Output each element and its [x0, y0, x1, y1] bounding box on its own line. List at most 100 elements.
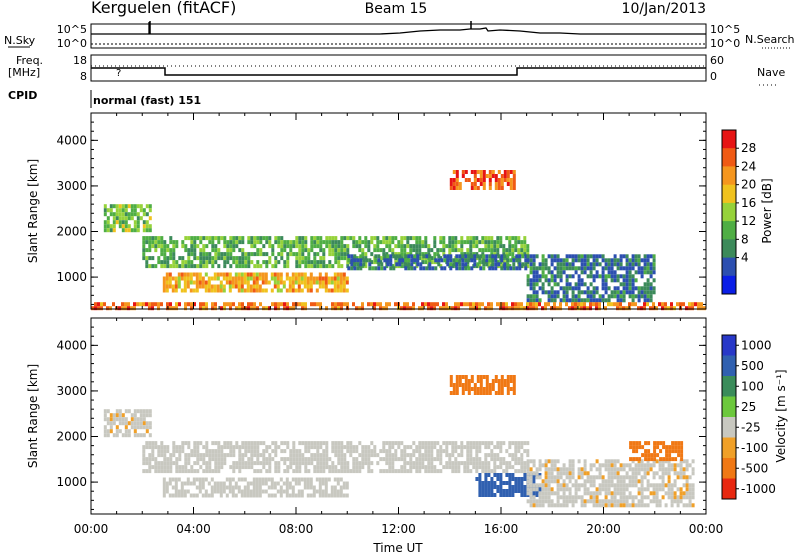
power-cell	[496, 302, 499, 307]
power-cell	[628, 258, 632, 263]
velocity-cell	[506, 379, 510, 383]
velocity-cell	[676, 495, 680, 500]
power-cell	[358, 306, 361, 311]
velocity-cell	[511, 465, 515, 470]
power-cell	[661, 302, 664, 307]
power-cell	[508, 252, 512, 257]
velocity-cell	[211, 453, 215, 458]
power-cell	[304, 264, 308, 269]
velocity-cell	[442, 449, 446, 454]
velocity-cell	[235, 465, 239, 470]
velocity-cell	[166, 445, 170, 450]
velocity-cell	[208, 449, 212, 454]
power-cell	[210, 284, 214, 289]
velocity-cell	[664, 459, 668, 464]
velocity-cell	[337, 449, 341, 454]
velocity-cell	[199, 453, 203, 458]
velocity-cell	[559, 467, 563, 472]
velocity-cell	[682, 483, 686, 488]
velocity-cell	[682, 467, 686, 472]
power-cell	[177, 276, 181, 281]
velocity-cell	[598, 487, 602, 492]
velocity-cell	[319, 445, 323, 450]
power-cell	[373, 306, 376, 311]
velocity-cell	[172, 449, 176, 454]
power-cell	[421, 252, 425, 257]
power-cell	[481, 252, 485, 257]
power-cell	[562, 262, 566, 267]
velocity-cell	[547, 487, 551, 492]
power-cell	[500, 182, 504, 186]
velocity-cell	[541, 495, 545, 500]
nave-tick-top: 60	[710, 54, 724, 67]
power-cell	[550, 290, 554, 295]
velocity-cell	[655, 471, 659, 476]
velocity-cell	[196, 461, 200, 466]
power-cell	[250, 302, 253, 307]
velocity-cell	[655, 503, 659, 508]
power-cell	[523, 240, 527, 245]
velocity-cell	[346, 469, 350, 474]
velocity-cell	[157, 469, 161, 474]
velocity-cell	[646, 459, 650, 464]
velocity-cell	[397, 445, 401, 450]
velocity-cell	[562, 499, 566, 504]
power-cell	[535, 306, 538, 311]
power-cell	[625, 258, 629, 263]
power-cell	[208, 240, 212, 245]
velocity-cell	[240, 493, 244, 498]
velocity-cell	[622, 487, 626, 492]
velocity-cell	[449, 383, 453, 387]
power-cell	[506, 266, 510, 271]
velocity-cell	[680, 441, 684, 446]
power-cell	[247, 236, 251, 241]
velocity-cell	[592, 491, 596, 496]
velocity-cell	[607, 479, 611, 484]
power-cell	[310, 240, 314, 245]
freq-panel: ? Freq. [MHz] 18 8 60 0 Nave	[8, 54, 785, 86]
velocity-cell	[643, 467, 647, 472]
velocity-cell	[595, 503, 599, 508]
power-cell	[318, 280, 322, 285]
velocity-cell	[358, 441, 362, 446]
power-cell	[225, 272, 229, 277]
velocity-cell	[205, 465, 209, 470]
power-cell	[451, 240, 455, 245]
power-cell	[342, 288, 346, 293]
power-cell	[180, 272, 184, 277]
velocity-cell	[631, 499, 635, 504]
power-cell	[616, 306, 619, 311]
velocity-cell	[598, 503, 602, 508]
power-cell	[634, 258, 638, 263]
velocity-cell	[659, 457, 663, 462]
velocity-cell	[685, 495, 689, 500]
velocity-cell	[505, 489, 509, 493]
power-cell	[473, 258, 477, 263]
power-cell	[256, 248, 260, 253]
power-cell	[382, 252, 386, 257]
power-cell	[524, 254, 528, 259]
velocity-cell	[449, 391, 453, 395]
velocity-cell	[262, 465, 266, 470]
velocity-cell	[491, 383, 495, 387]
velocity-cell	[247, 441, 251, 446]
velocity-cell	[321, 489, 325, 494]
power-cell	[427, 302, 430, 307]
power-cell	[226, 302, 229, 307]
power-cell	[330, 280, 334, 285]
power-cell	[343, 248, 347, 253]
power-cell	[229, 248, 233, 253]
velocity-cell	[673, 471, 677, 476]
power-cell	[418, 248, 422, 253]
velocity-cell	[280, 441, 284, 446]
power-cell	[121, 204, 125, 209]
velocity-cell	[583, 487, 587, 492]
velocity-cell	[640, 467, 644, 472]
power-cell	[133, 228, 137, 233]
velocity-cell	[476, 379, 480, 383]
power-cell	[377, 262, 381, 267]
power-cell	[553, 302, 556, 307]
velocity-cell	[313, 457, 317, 462]
power-cell	[345, 276, 349, 281]
colorbar-segment	[722, 184, 736, 204]
